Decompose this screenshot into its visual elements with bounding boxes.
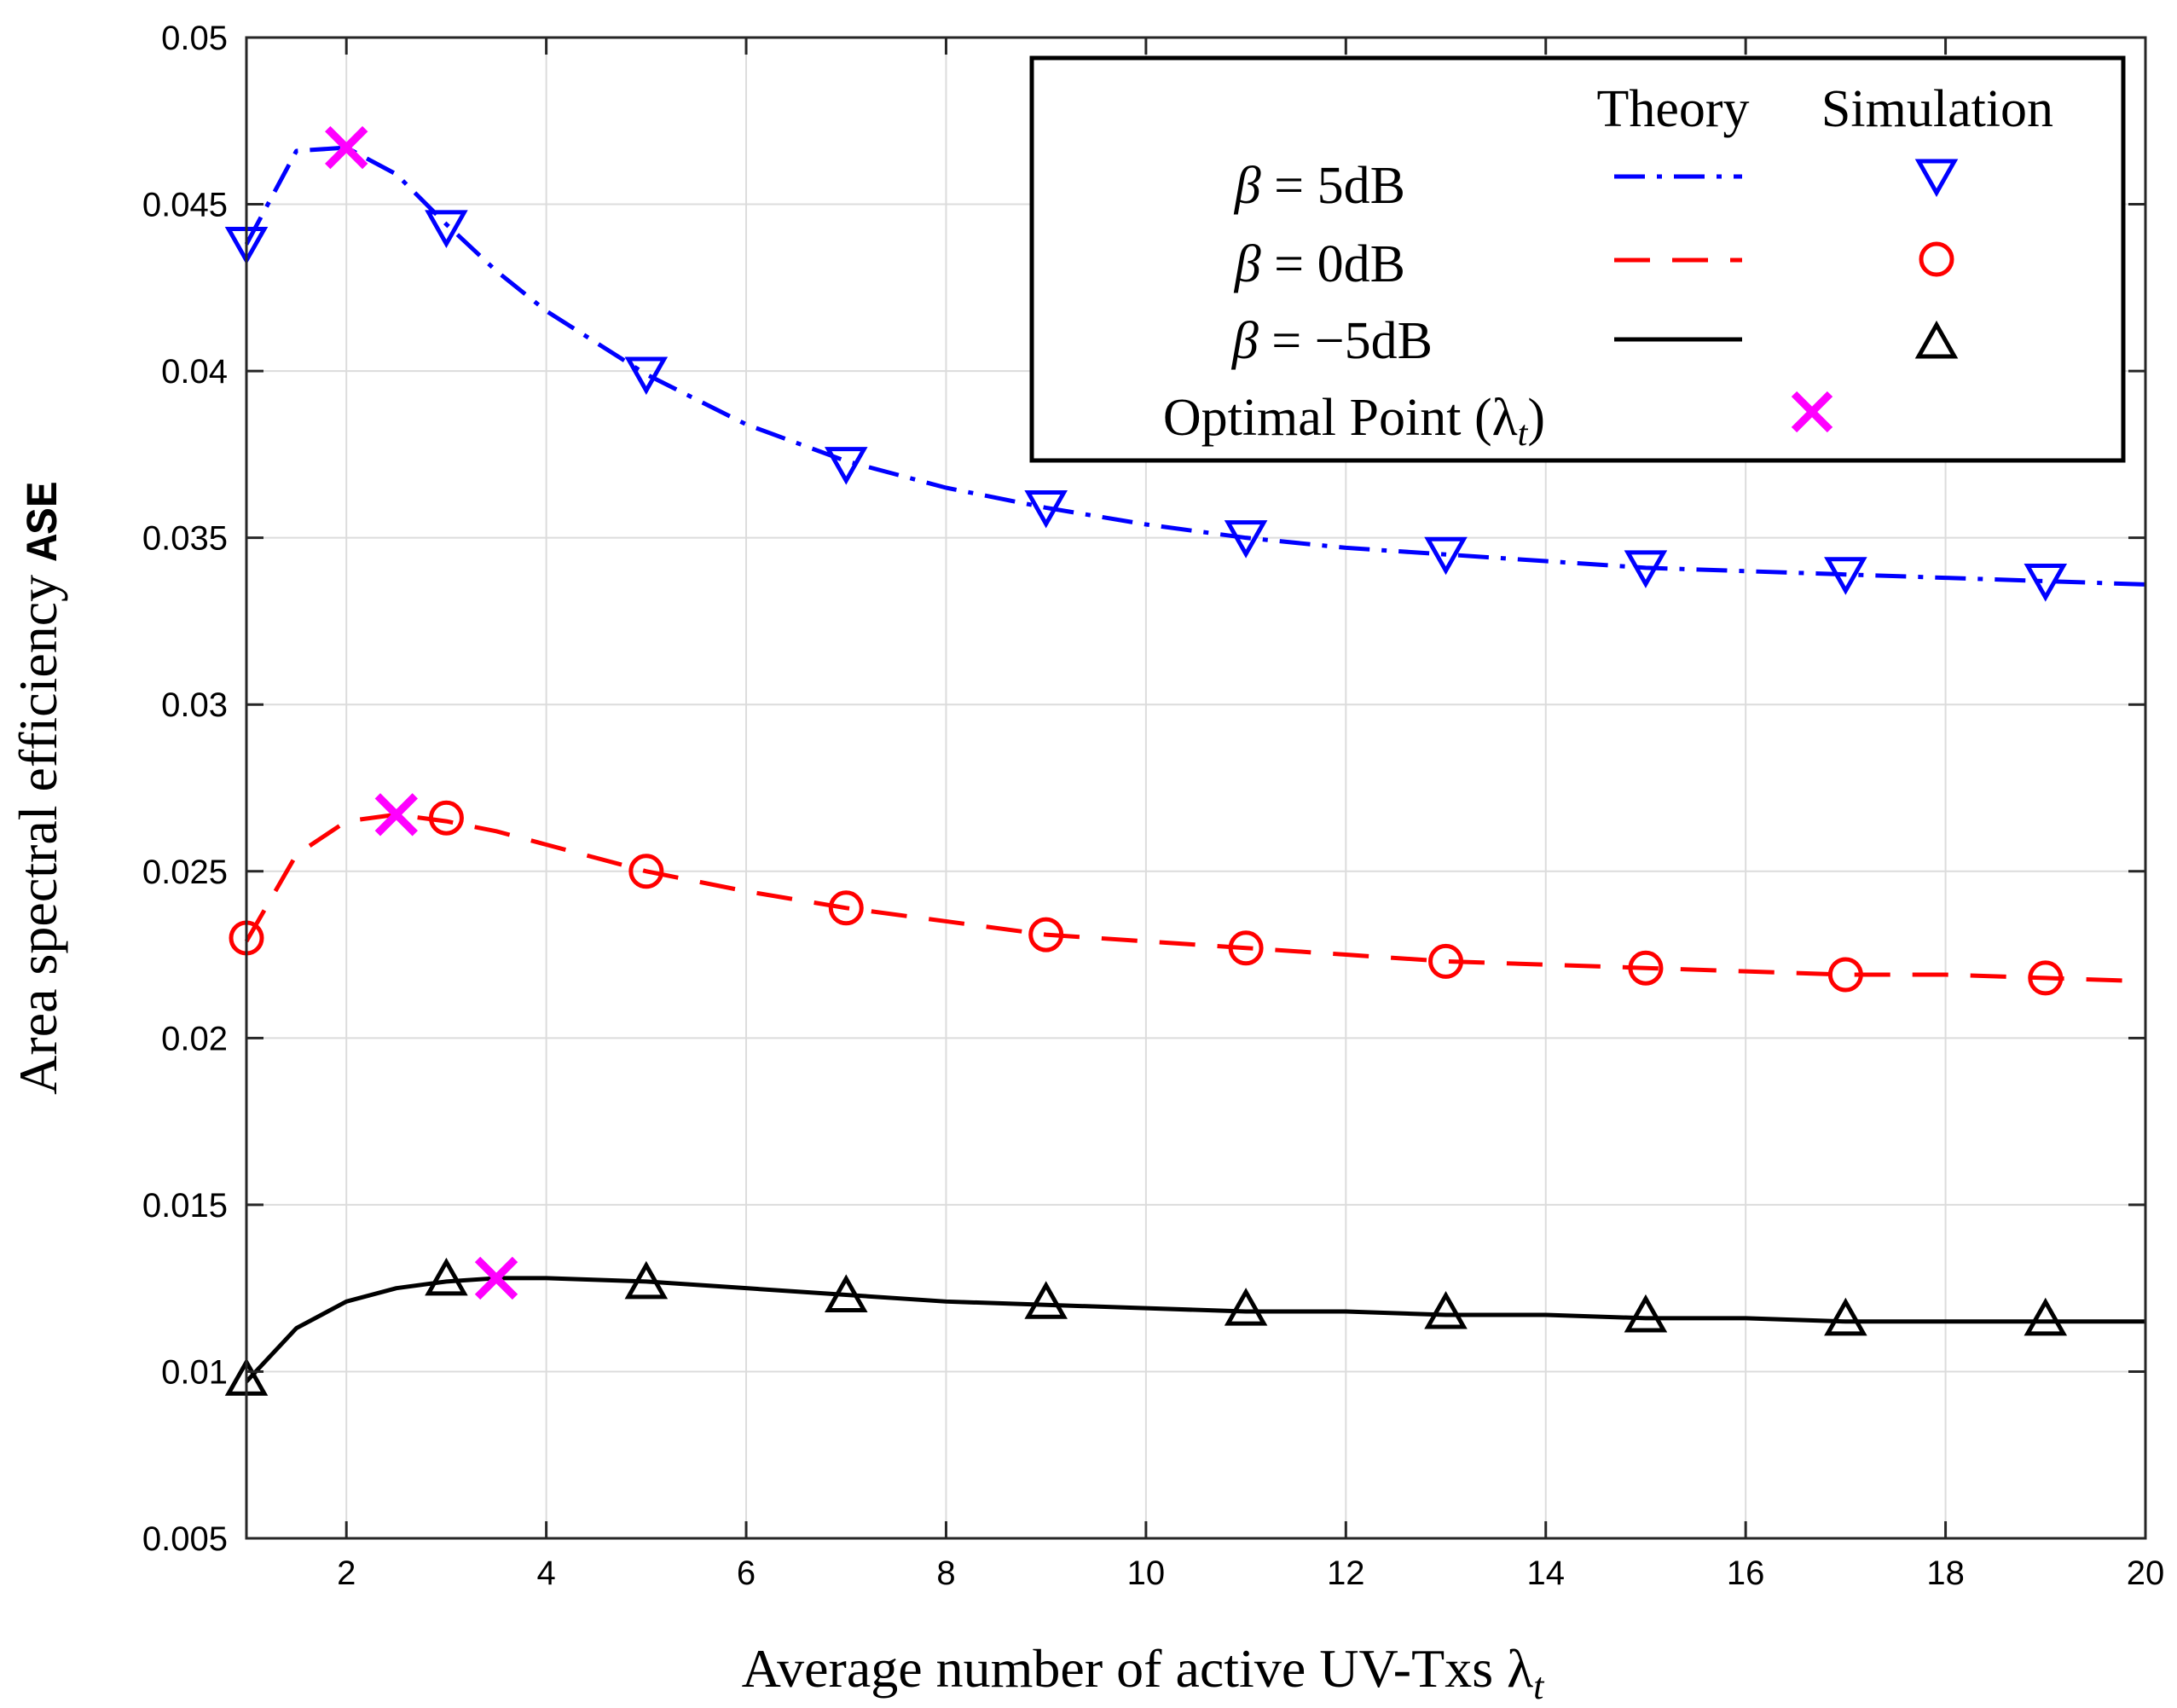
axis-ticks [246, 36, 2147, 1540]
y-tick-labels: 0.005 0.01 0.015 0.02 0.025 0.03 0.035 0.04 0.04… [142, 20, 228, 1558]
y-tick-label: 0.045 [142, 187, 228, 224]
sim-point-triangle-up [624, 1260, 669, 1300]
x-tick-label: 18 [1926, 1555, 1965, 1592]
sim-point-triangle-down [1224, 520, 1268, 559]
y-tick-label: 0.035 [142, 520, 228, 558]
legend: Theory Simulation β = 5dB β = 0dB β = −5… [1029, 55, 2126, 463]
legend-header-theory: Theory [1596, 80, 1749, 138]
legend-header-simulation: Simulation [1821, 80, 2053, 138]
sim-point-triangle-up [425, 1257, 468, 1296]
sim-point-triangle-up [2024, 1297, 2068, 1336]
y-tick-label: 0.015 [142, 1187, 228, 1225]
legend-beta-value: = −5dB [1259, 312, 1433, 370]
sim-point-triangle-up [1624, 1294, 1668, 1333]
legend-beta-symbol: β [1231, 312, 1259, 370]
legend-beta-symbol: β [1234, 235, 1261, 293]
sim-point-triangle-down [624, 356, 669, 396]
optimal-point-markers [325, 125, 518, 1300]
sim-point-triangle-down [1024, 489, 1068, 529]
sim-point-triangle-up [1024, 1281, 1068, 1319]
sim-point-circle [2028, 960, 2064, 996]
legend-label-beta-5db: β = 5dB [1234, 157, 1405, 215]
plot-frame [245, 36, 2147, 1540]
legend-label-optimal-point: Optimal Point (λt) [1163, 389, 1545, 454]
optimal-point-marker [474, 1256, 518, 1300]
optimal-point-marker [374, 793, 418, 837]
x-tick-label: 2 [337, 1555, 356, 1592]
x-tick-label: 8 [936, 1555, 955, 1592]
x-axis-title-text: Average number of active UV-Txs λ [742, 1638, 1534, 1699]
sim-point-triangle-down [824, 447, 868, 485]
y-tick-label: 0.03 [161, 686, 228, 724]
sim-point-circle [1827, 957, 1863, 993]
sim-point-triangle-down [1824, 557, 1867, 595]
y-axis-title: Area spectral efficiency ASE [8, 481, 70, 1095]
x-tick-label: 16 [1727, 1555, 1765, 1592]
y-axis-title-mono: ASE [20, 481, 70, 561]
y-tick-label: 0.01 [161, 1353, 228, 1391]
optimal-point-marker [325, 125, 368, 170]
sim-point-circle [1028, 917, 1064, 952]
legend-label-beta-neg5db: β = −5dB [1231, 312, 1433, 370]
legend-optimal-text: Optimal Point (λ [1163, 389, 1518, 447]
legend-marker-triangle-down-icon [1914, 159, 1959, 198]
x-tick-labels: 2 4 6 8 10 12 14 16 18 20 [337, 1555, 2164, 1592]
legend-box [1029, 55, 2126, 463]
y-tick-label: 0.025 [142, 854, 228, 891]
x-tick-label: 12 [1327, 1555, 1365, 1592]
sim-point-circle [1228, 930, 1264, 966]
legend-beta-value: = 5dB [1261, 157, 1405, 215]
x-tick-label: 10 [1127, 1555, 1166, 1592]
legend-marker-circle-icon [1919, 241, 1954, 277]
sim-point-triangle-up [1424, 1290, 1468, 1329]
sim-point-triangle-up [1224, 1288, 1268, 1326]
legend-marker-x-icon [1791, 391, 1833, 433]
legend-label-beta-0db: β = 0dB [1234, 235, 1405, 293]
sim-point-triangle-down [1624, 550, 1668, 588]
sim-point-triangle-down [425, 210, 468, 248]
y-tick-label: 0.05 [161, 20, 228, 57]
sim-point-circle [428, 800, 464, 836]
sim-point-triangle-up [1824, 1297, 1867, 1336]
legend-optimal-subscript: t [1518, 414, 1529, 454]
series-line-0 [244, 145, 2146, 587]
y-tick-label: 0.04 [161, 353, 228, 391]
legend-marker-triangle-up-icon [1914, 320, 1959, 359]
y-tick-label: 0.02 [161, 1020, 228, 1057]
x-axis-title-subscript: t [1533, 1665, 1545, 1707]
sim-point-triangle-down [2024, 564, 2068, 602]
x-tick-label: 20 [2127, 1555, 2165, 1592]
legend-beta-value: = 0dB [1261, 235, 1405, 293]
series-line-2 [245, 1276, 2145, 1383]
x-axis-title: Average number of active UV-Txs λt [742, 1638, 1546, 1707]
x-tick-label: 4 [537, 1555, 556, 1592]
legend-beta-symbol: β [1234, 157, 1261, 215]
legend-optimal-close: ) [1527, 389, 1545, 447]
x-tick-label: 14 [1526, 1555, 1565, 1592]
sim-point-triangle-up [824, 1274, 868, 1312]
sim-point-circle [1428, 943, 1464, 979]
y-tick-label: 0.005 [142, 1520, 228, 1558]
y-axis-title-text: Area spectral efficiency [8, 561, 68, 1095]
sim-point-circle [1628, 950, 1664, 986]
sim-point-circle [828, 890, 864, 926]
sim-point-circle [628, 854, 664, 889]
sim-point-triangle-down [1424, 536, 1468, 576]
x-tick-label: 6 [737, 1555, 756, 1592]
